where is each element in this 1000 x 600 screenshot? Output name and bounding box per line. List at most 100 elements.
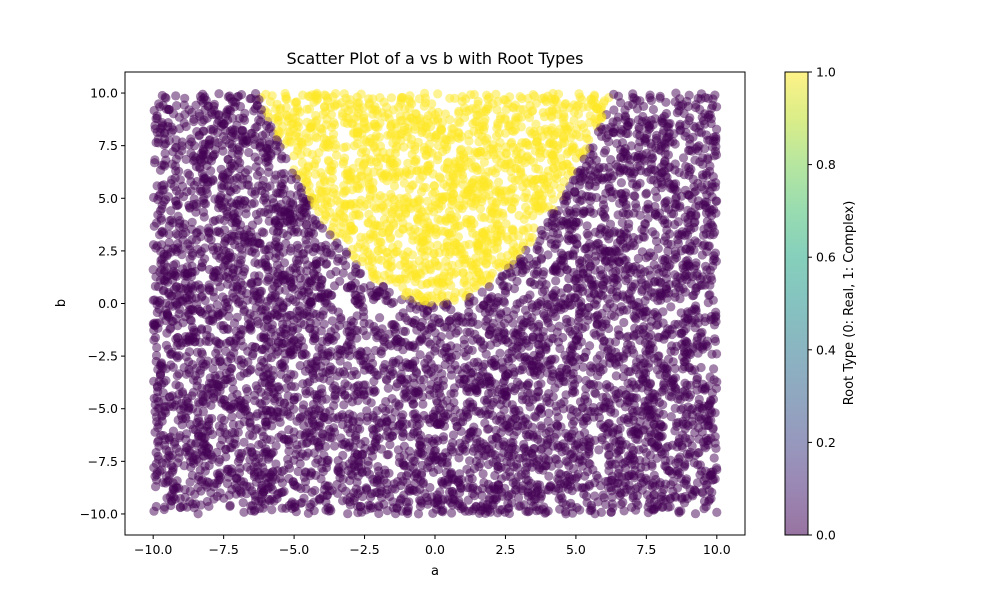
point-real [663, 150, 674, 160]
point-real [649, 175, 659, 185]
point-real [224, 490, 234, 500]
point-real [521, 318, 532, 328]
point-complex [364, 209, 374, 219]
point-real [322, 259, 332, 269]
point-real [690, 323, 700, 333]
point-real [628, 179, 638, 189]
point-real [150, 407, 160, 417]
point-real [629, 348, 639, 358]
point-real [652, 130, 662, 140]
point-real [546, 355, 556, 365]
point-real [267, 505, 277, 515]
point-real [631, 357, 642, 367]
point-real [536, 421, 546, 431]
point-real [462, 464, 472, 474]
point-complex [524, 140, 535, 150]
point-real [476, 370, 486, 381]
point-real [285, 198, 296, 208]
point-real [697, 250, 707, 260]
point-real [246, 364, 256, 374]
point-real [318, 310, 328, 320]
point-complex [458, 180, 468, 190]
point-real [206, 235, 216, 245]
point-complex [574, 89, 584, 99]
point-real [149, 335, 159, 345]
point-real [604, 323, 614, 334]
point-complex [339, 156, 349, 167]
point-real [666, 412, 676, 422]
point-real [572, 270, 582, 280]
point-complex [350, 203, 361, 214]
point-complex [493, 177, 504, 187]
point-complex [473, 240, 483, 250]
point-real [257, 304, 267, 315]
point-real [296, 280, 306, 290]
point-real [513, 493, 524, 503]
point-real [615, 166, 625, 176]
point-real [172, 476, 182, 486]
point-real [611, 246, 621, 256]
point-real [329, 441, 340, 451]
point-real [181, 154, 191, 164]
point-real [160, 92, 170, 102]
point-real [604, 443, 614, 453]
point-real [168, 260, 179, 270]
point-real [272, 260, 282, 270]
point-real [594, 445, 604, 455]
point-real [254, 271, 264, 281]
point-real [285, 246, 295, 256]
point-real [358, 326, 368, 336]
point-real [359, 318, 369, 328]
point-real [149, 393, 159, 403]
point-real [448, 430, 458, 440]
point-real [375, 313, 385, 323]
point-real [712, 124, 722, 134]
point-complex [569, 115, 579, 125]
point-complex [536, 153, 546, 163]
point-complex [418, 171, 428, 181]
point-real [271, 474, 281, 484]
point-complex [354, 211, 364, 221]
point-real [418, 399, 428, 409]
point-real [566, 411, 577, 421]
point-real [382, 450, 392, 460]
point-real [309, 334, 320, 344]
point-complex [349, 141, 359, 151]
point-real [359, 306, 369, 317]
point-real [452, 343, 462, 353]
point-complex [457, 92, 467, 102]
point-real [578, 362, 588, 372]
point-real [675, 294, 685, 304]
point-real [344, 459, 354, 469]
point-real [239, 417, 249, 427]
point-real [185, 477, 195, 487]
point-real [639, 101, 649, 111]
point-real [415, 375, 425, 385]
point-real [606, 155, 616, 165]
point-real [567, 502, 577, 512]
point-real [541, 428, 551, 438]
point-real [171, 91, 181, 101]
point-real [292, 313, 302, 323]
point-real [192, 376, 202, 386]
point-real [428, 508, 438, 518]
point-real [266, 345, 277, 355]
point-real [525, 458, 535, 468]
point-real [230, 125, 240, 135]
point-real [168, 483, 178, 493]
point-complex [450, 93, 460, 103]
point-complex [389, 105, 399, 115]
point-complex [435, 125, 445, 135]
point-real [569, 464, 579, 474]
point-real [413, 449, 423, 459]
point-real [634, 142, 644, 152]
point-complex [404, 184, 415, 194]
point-complex [341, 142, 351, 152]
point-real [512, 377, 523, 387]
point-real [692, 373, 703, 383]
point-real [703, 153, 713, 163]
point-real [430, 346, 440, 356]
point-real [699, 504, 709, 514]
point-real [646, 164, 656, 174]
point-complex [265, 97, 275, 107]
